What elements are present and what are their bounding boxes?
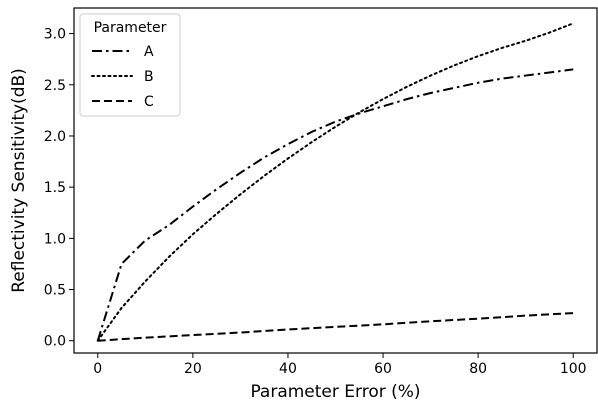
- x-tick-label: 20: [184, 361, 202, 377]
- x-tick-label: 40: [279, 361, 297, 377]
- legend-items: ABC: [91, 44, 154, 110]
- x-tick-label: 60: [374, 361, 392, 377]
- y-tick-label: 0.0: [44, 334, 66, 350]
- series-line-c: [97, 312, 574, 342]
- y-tick-label: 2.5: [44, 78, 66, 94]
- y-tick-label: 1.0: [44, 231, 66, 247]
- legend-title: Parameter: [94, 20, 167, 36]
- legend-label-c: C: [144, 94, 154, 110]
- y-tick-label: 1.5: [44, 180, 66, 196]
- x-tick-label: 100: [560, 361, 587, 377]
- x-axis-title: Parameter Error (%): [250, 382, 420, 402]
- y-tick-label: 0.5: [44, 283, 66, 299]
- axes-layer: 0 20 40 60 80 100 0.0 0.5 1.0 1.5 2.0 2.5 3.0: [44, 7, 598, 377]
- legend-label-b: B: [144, 69, 154, 85]
- y-axis-title: Reflectivity Sensitivity(dB): [9, 68, 29, 293]
- legend-box: [79, 13, 181, 117]
- y-tick-label: 3.0: [44, 27, 66, 43]
- x-tick-label: 80: [469, 361, 487, 377]
- series-layer: [96, 22, 575, 342]
- legend: Parameter ABC: [79, 13, 181, 117]
- x-tick-label: 0: [93, 361, 102, 377]
- y-tick-label: 2.0: [44, 129, 66, 145]
- series-line-b: [96, 22, 575, 342]
- axes-frame: [73, 7, 598, 354]
- series-line-a: [96, 68, 574, 342]
- legend-label-a: A: [144, 44, 154, 60]
